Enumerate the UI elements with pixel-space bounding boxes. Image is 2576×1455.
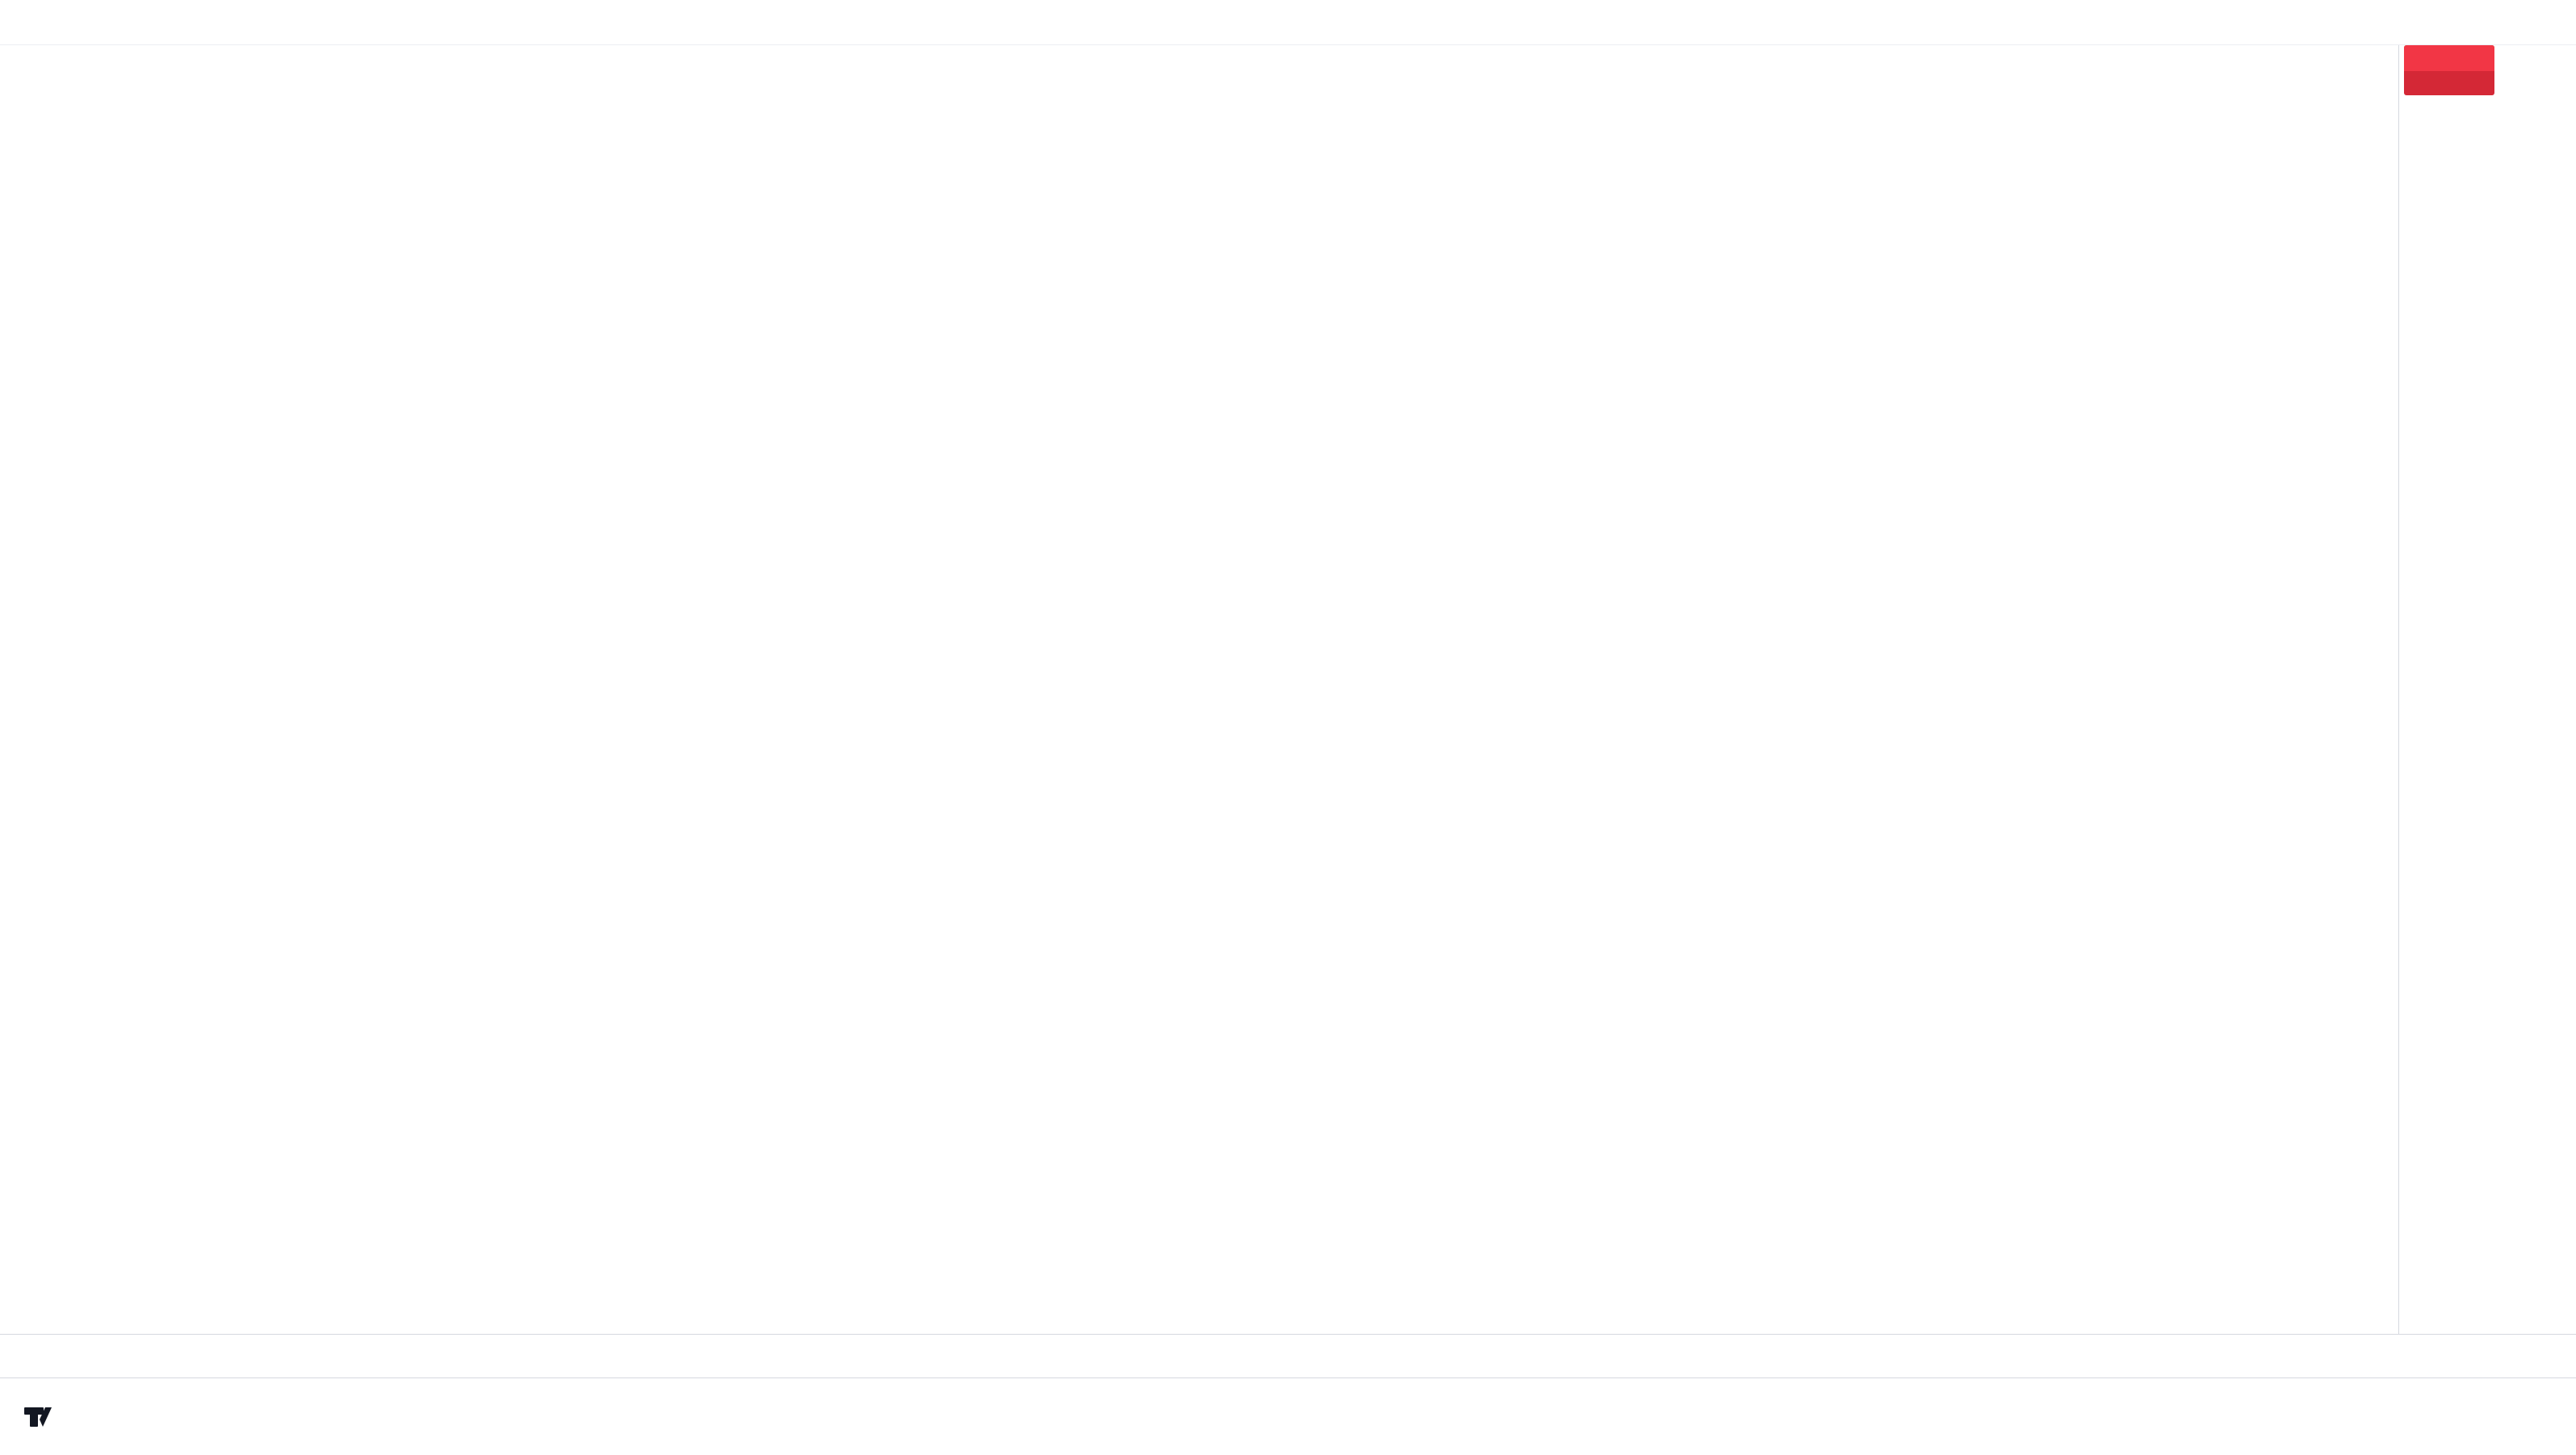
footer — [0, 1377, 2576, 1455]
candlestick-chart[interactable] — [0, 45, 2398, 1334]
time-axis[interactable] — [0, 1334, 2576, 1377]
symbol-row — [24, 53, 95, 81]
price-axis[interactable] — [2398, 45, 2576, 1334]
last-price-badge — [2404, 45, 2494, 95]
tradingview-logo-icon[interactable] — [24, 1404, 60, 1430]
bar-countdown — [2404, 71, 2494, 95]
last-price-value — [2404, 45, 2494, 71]
chart-legend — [24, 53, 95, 136]
indicator-row-ema50[interactable] — [24, 108, 95, 136]
publish-header — [0, 0, 2576, 45]
chart-plot[interactable] — [0, 45, 2398, 1334]
indicator-row-ema20[interactable] — [24, 81, 95, 108]
